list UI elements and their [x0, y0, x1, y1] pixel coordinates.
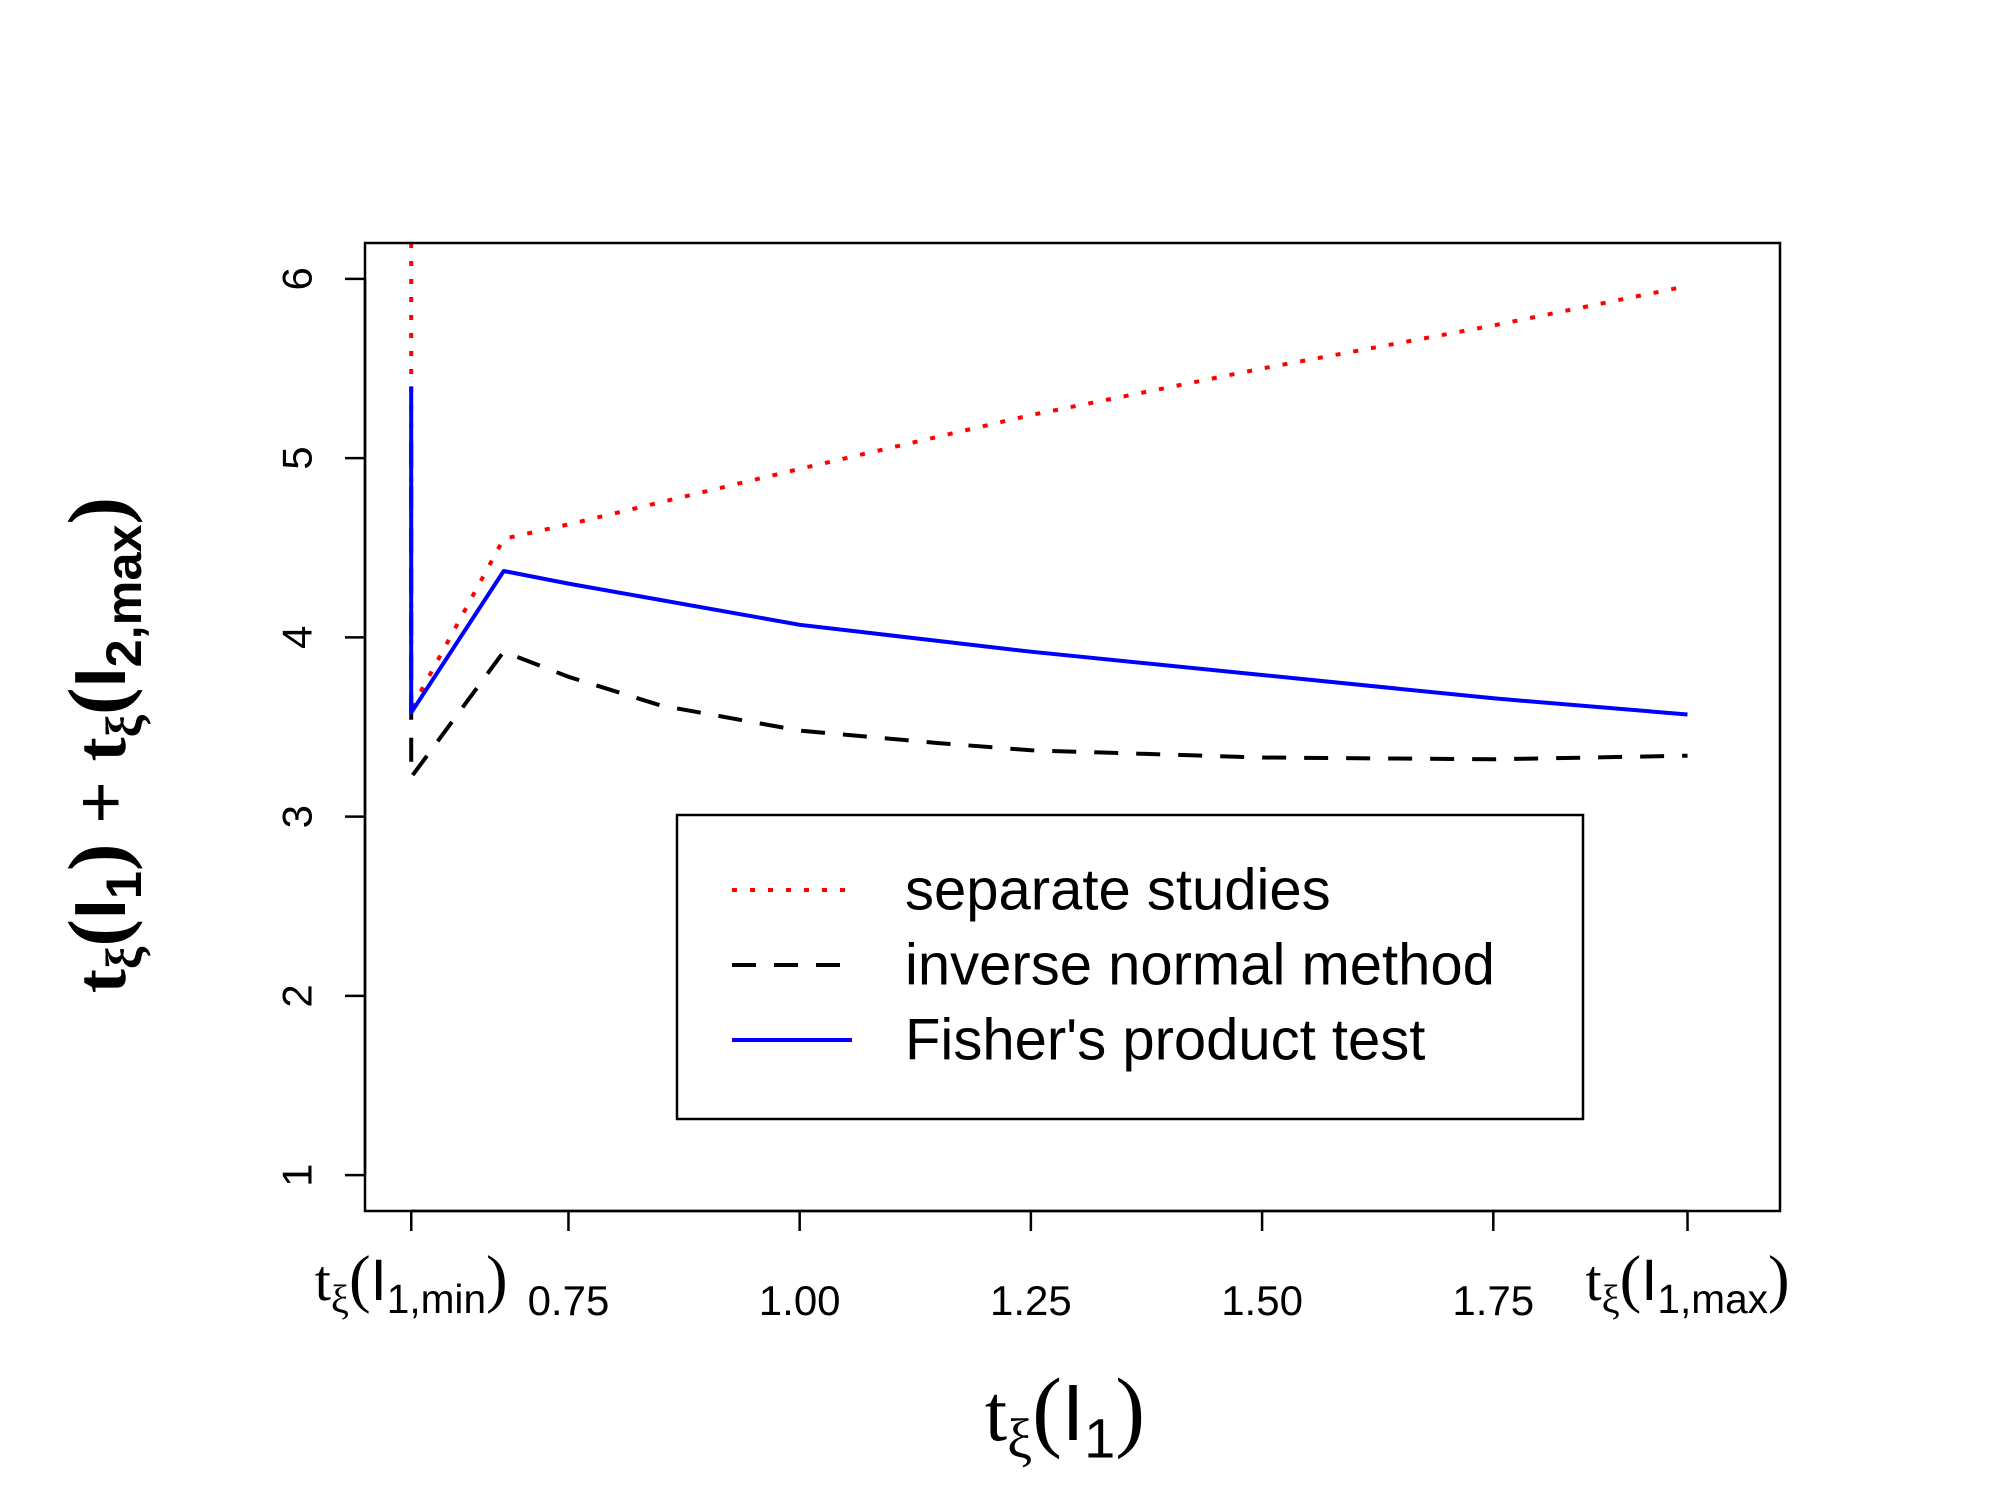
x-tick-label-3: 1.25	[990, 1277, 1072, 1324]
x-tick-label-1: 0.75	[528, 1277, 610, 1324]
x-tick-label-5: 1.75	[1452, 1277, 1534, 1324]
x-axis-title: tξ(I1)	[985, 1361, 1145, 1471]
legend-label-0: separate studies	[905, 858, 1331, 923]
y-tick-label-4: 5	[274, 446, 321, 469]
axes-layer: 1 2 3 4 5 6 tξ(I1,min) 0.75 1.00 1.25 1.50 1.75 tξ(I…	[274, 241, 1790, 1324]
y-tick-label-0: 1	[274, 1163, 321, 1186]
y-tick-label-2: 3	[274, 805, 321, 828]
legend-label-2: Fisher's product test	[905, 1008, 1425, 1073]
x-tick-label-4: 1.50	[1221, 1277, 1303, 1324]
legend-label-1: inverse normal method	[905, 933, 1495, 998]
series-line-0	[409, 243, 1688, 712]
axis-labels: tξ(I1) tξ(I1) + tξ(I2,max)	[51, 497, 1145, 1471]
x-tick-label-6: tξ(I1,max)	[1585, 1243, 1789, 1322]
series-line-1	[409, 443, 1688, 780]
series-layer	[409, 243, 1688, 780]
series-line-2	[409, 386, 1688, 717]
y-axis-title: tξ(I1) + tξ(I2,max)	[51, 497, 152, 993]
y-tick-label-3: 4	[274, 626, 321, 649]
legend: separate studies inverse normal method Fis…	[675, 813, 1585, 1121]
x-tick-label-0: tξ(I1,min)	[315, 1243, 508, 1322]
y-tick-label-1: 2	[274, 984, 321, 1007]
x-tick-label-2: 1.00	[759, 1277, 841, 1324]
y-tick-label-5: 6	[274, 267, 321, 290]
